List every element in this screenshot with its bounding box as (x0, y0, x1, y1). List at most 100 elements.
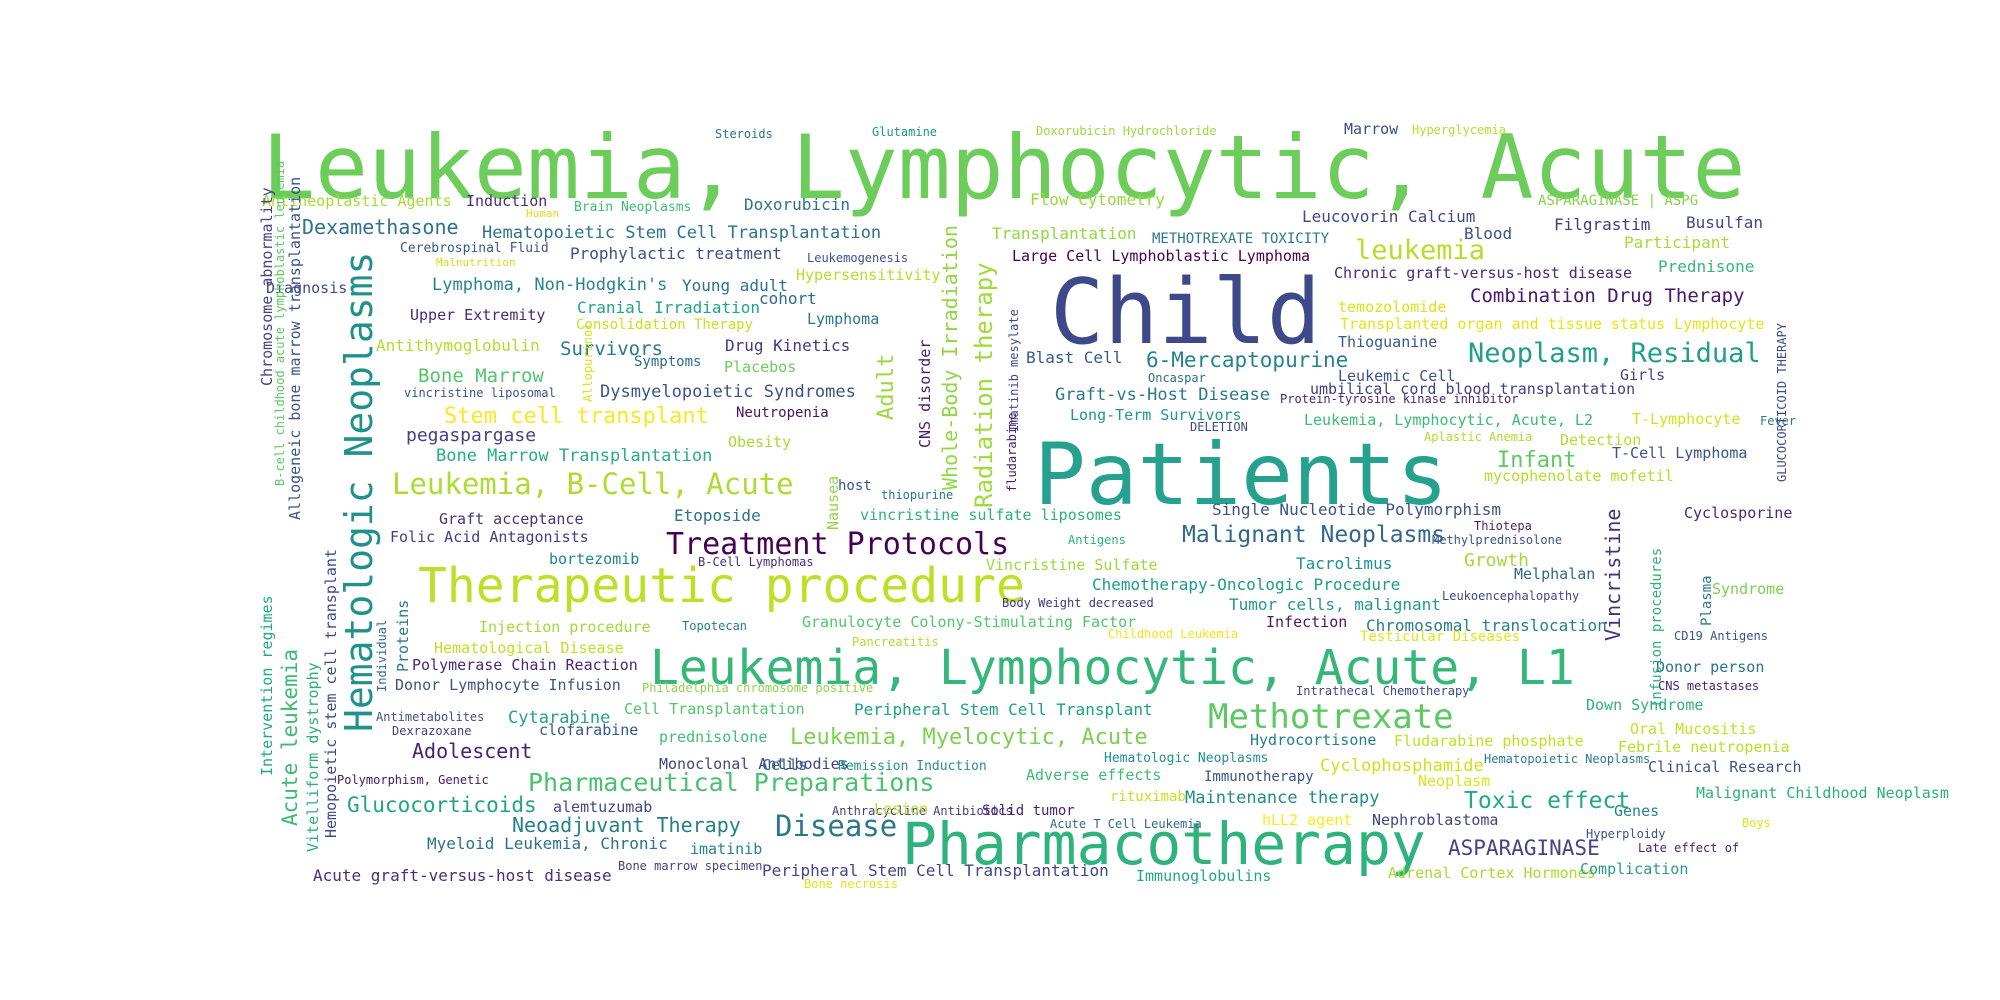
cloud-word: Brain Neoplasms (574, 200, 692, 215)
cloud-word: Prednisone (1658, 257, 1755, 276)
cloud-word: Hematologic Neoplasms (1104, 751, 1269, 766)
cloud-word: Infusion procedures (1649, 547, 1665, 708)
cloud-word: Cells (762, 756, 808, 774)
cloud-word: Polymerase Chain Reaction (412, 656, 638, 674)
cloud-word: Febrile neutropenia (1618, 738, 1790, 756)
cloud-word: Chromosome abnormality (258, 187, 276, 386)
cloud-word: Hematologic Neoplasms (337, 251, 381, 732)
cloud-word: CNS disorder (916, 339, 934, 448)
cloud-word: Steroids (715, 127, 773, 141)
cloud-word: Folic Acid Antagonists (390, 528, 589, 546)
cloud-word: CD19 Antigens (1674, 629, 1768, 643)
cloud-word: ASPARAGINASE (1448, 836, 1600, 860)
cloud-word: Hyperploidy (1586, 827, 1666, 841)
cloud-word: Leukoencephalopathy (1442, 589, 1580, 603)
cloud-word: Symptoms (634, 354, 702, 370)
cloud-word: Radiation therapy (970, 262, 998, 508)
cloud-word: Etoposide (674, 506, 761, 525)
cloud-word: Chronic graft-versus-host disease (1334, 264, 1633, 282)
cloud-word: Doxorubicin Hydrochloride (1036, 124, 1217, 138)
cloud-word: Flow Cytometry (1030, 190, 1165, 209)
cloud-word: Survivors (560, 338, 663, 360)
cloud-word: pegaspargase (406, 425, 537, 446)
cloud-word: leukemia (1355, 235, 1486, 266)
cloud-word: vincristine liposomal (404, 386, 556, 400)
cloud-word: Genes (1614, 802, 1660, 820)
cloud-word: Cytarabine (508, 708, 611, 728)
cloud-word: imatinib (690, 840, 763, 858)
cloud-word: Transplantation (992, 224, 1137, 243)
cloud-word: Childhood Leukemia (1108, 627, 1239, 641)
cloud-word: Down Syndrome (1586, 696, 1704, 714)
cloud-word: T-Cell Lymphoma (1612, 444, 1748, 462)
cloud-word: Infant (1497, 448, 1577, 473)
cloud-word: Stem cell transplant (444, 404, 709, 429)
cloud-word: T-Lymphocyte (1632, 410, 1741, 428)
cloud-word: Growth (1464, 550, 1530, 571)
cloud-word: Bone Marrow (418, 365, 544, 387)
cloud-word: 6-Mercaptopurine (1146, 348, 1349, 372)
cloud-word: Leukemia, Lymphocytic, Acute (262, 116, 1746, 219)
cloud-word: Peripheral Stem Cell Transplant (854, 700, 1153, 719)
cloud-word: Complication (1580, 860, 1689, 878)
cloud-word: Nausea (824, 475, 842, 530)
cloud-word: Plasma (1699, 575, 1715, 626)
cloud-word: Clinical Research (1648, 758, 1802, 776)
cloud-word: Leukemia, Lymphocytic, Acute, L1 (650, 640, 1575, 696)
cloud-word: Proteins (394, 599, 412, 672)
cloud-word: Peripheral Stem Cell Transplantation (762, 861, 1109, 880)
cloud-word: Monoclonal Antibodies (659, 755, 849, 773)
cloud-word: Patients (1034, 425, 1449, 525)
cloud-word: Combination Drug Therapy (1470, 285, 1745, 307)
cloud-word: Pancreatitis (852, 635, 939, 649)
cloud-word: Upper Extremity (410, 306, 546, 324)
cloud-word: thiopurine (881, 488, 954, 502)
cloud-word: Philadelphia chromosome positive (642, 681, 874, 695)
cloud-word: Aplastic Anemia (1424, 430, 1533, 444)
cloud-word: GLUCOCORTICOID THERAPY (1775, 323, 1789, 482)
cloud-word: Adolescent (412, 739, 533, 763)
cloud-word: Doxorubicin (744, 195, 850, 214)
cloud-word: Adult (874, 353, 899, 420)
cloud-word: Large Cell Lymphoblastic Lymphoma (1012, 247, 1311, 265)
cloud-word: Body Weight decreased (1002, 596, 1154, 610)
cloud-word: Long-Term Survivors (1070, 406, 1242, 424)
cloud-word: Busulfan (1686, 213, 1764, 232)
cloud-word: Topotecan (682, 619, 748, 633)
cloud-word: Induction (466, 192, 548, 210)
cloud-word: Intrathecal Chemotherapy (1296, 684, 1470, 698)
cloud-word: Syndrome (1712, 580, 1785, 598)
cloud-word: Malnutrition (436, 256, 516, 269)
cloud-word: Obesity (728, 433, 792, 451)
cloud-word: Transplanted organ and tissue status Lym… (1340, 315, 1765, 333)
cloud-word: Tumor cells, malignant (1229, 595, 1441, 614)
cloud-word: Fever (1760, 414, 1797, 428)
cloud-word: prednisolone (659, 728, 768, 746)
cloud-word: B-Cell Lymphomas (698, 555, 814, 569)
cloud-word: Acute graft-versus-host disease (313, 866, 612, 885)
cloud-word: Vincristine Sulfate (986, 556, 1158, 574)
cloud-word: Graft acceptance (439, 510, 584, 528)
cloud-word: Marrow (1344, 120, 1399, 138)
cloud-word: Hyperglycemia (1412, 123, 1506, 137)
cloud-word: Individual (375, 619, 389, 692)
cloud-word: Granulocyte Colony-Stimulating Factor (802, 613, 1137, 631)
cloud-word: Polymorphism, Genetic (337, 773, 489, 787)
cloud-word: Oral Mucositis (1630, 720, 1757, 738)
cloud-word: Lesion (874, 800, 929, 818)
cloud-word: Cell Transplantation (624, 700, 805, 718)
cloud-word: Leukemia, Myelocytic, Acute (790, 725, 1148, 750)
cloud-word: Chromosomal translocation (1366, 616, 1607, 635)
cloud-word: Donor person (1656, 658, 1765, 676)
cloud-word: Bone necrosis (804, 877, 898, 891)
cloud-word: CNS metastases (1658, 679, 1760, 693)
cloud-word: Boys (1742, 816, 1771, 830)
cloud-word: Therapeutic procedure (418, 558, 1025, 614)
cloud-word: Prophylactic treatment (570, 244, 782, 263)
cloud-word: Detection (1560, 431, 1642, 449)
cloud-word: Antithymoglobulin (376, 336, 540, 355)
cloud-word: Filgrastim (1554, 215, 1651, 234)
cloud-word: Malignant Neoplasms (1182, 522, 1446, 548)
cloud-word: Lymphoma, Non-Hodgkin's (432, 275, 668, 295)
